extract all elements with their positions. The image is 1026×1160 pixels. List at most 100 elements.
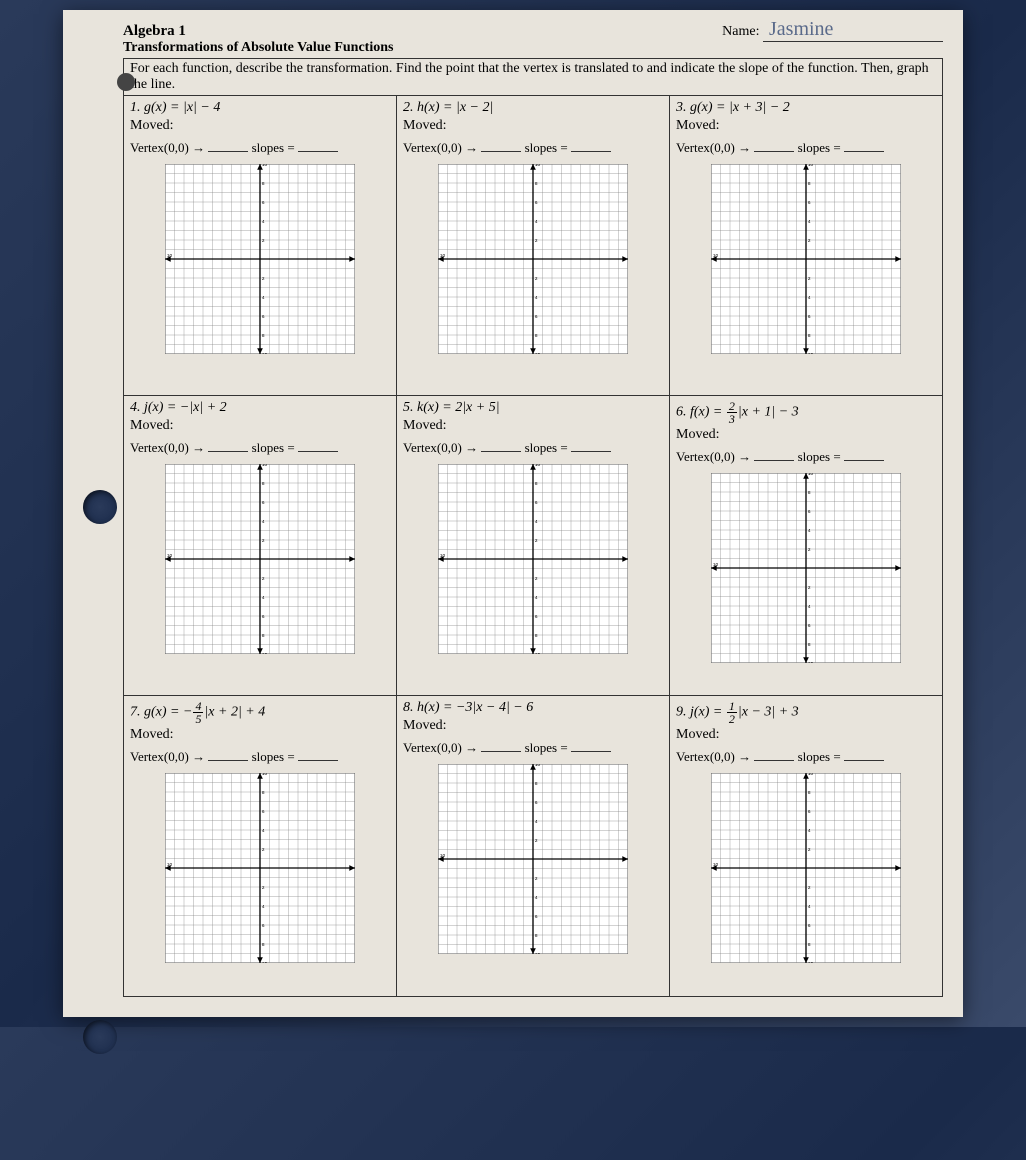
svg-text:4: 4 (808, 604, 811, 610)
moved-label: Moved: (403, 118, 663, 134)
svg-text:6: 6 (535, 500, 538, 506)
vertex-line: Vertex(0,0) → slopes = (130, 749, 390, 765)
moved-label: Moved: (676, 427, 936, 443)
svg-text:4: 4 (262, 219, 265, 225)
problem-cell: 8. h(x) = −3|x − 4| − 6 Moved: Vertex(0,… (397, 696, 670, 996)
svg-text:8: 8 (535, 333, 538, 339)
worksheet-table: For each function, describe the transfor… (123, 58, 943, 997)
svg-text:10: 10 (440, 853, 446, 859)
svg-text:10: 10 (808, 661, 814, 663)
svg-text:4: 4 (808, 219, 811, 225)
svg-text:10: 10 (713, 253, 719, 259)
svg-text:6: 6 (262, 500, 265, 506)
svg-text:2: 2 (535, 838, 538, 844)
svg-text:6: 6 (535, 200, 538, 206)
svg-text:8: 8 (262, 481, 265, 487)
svg-text:8: 8 (808, 181, 811, 187)
svg-text:4: 4 (262, 519, 265, 525)
graph: 22446688101010 (403, 764, 663, 954)
problem-cell: 4. j(x) = −|x| + 2 Moved: Vertex(0,0) → … (124, 396, 397, 696)
worksheet-title: Transformations of Absolute Value Functi… (123, 40, 393, 56)
svg-text:6: 6 (262, 923, 265, 929)
svg-text:10: 10 (535, 952, 541, 954)
svg-text:2: 2 (808, 585, 811, 591)
svg-text:2: 2 (535, 876, 538, 882)
svg-text:10: 10 (535, 764, 541, 768)
graph: 22446688101010 (130, 164, 390, 354)
svg-text:8: 8 (535, 481, 538, 487)
svg-text:8: 8 (262, 942, 265, 948)
moved-label: Moved: (403, 718, 663, 734)
svg-text:8: 8 (535, 933, 538, 939)
svg-text:2: 2 (535, 576, 538, 582)
name-field: Name: Jasmine (722, 18, 943, 42)
problem-cell: 5. k(x) = 2|x + 5| Moved: Vertex(0,0) → … (397, 396, 670, 696)
svg-text:10: 10 (713, 862, 719, 868)
svg-text:6: 6 (808, 809, 811, 815)
svg-text:10: 10 (713, 562, 719, 568)
moved-label: Moved: (676, 727, 936, 743)
svg-text:10: 10 (808, 961, 814, 963)
svg-text:4: 4 (535, 219, 538, 225)
svg-text:6: 6 (808, 623, 811, 629)
equation: 4. j(x) = −|x| + 2 (130, 400, 390, 416)
svg-text:6: 6 (262, 809, 265, 815)
svg-text:10: 10 (167, 553, 173, 559)
svg-text:4: 4 (535, 595, 538, 601)
svg-text:10: 10 (808, 773, 814, 777)
svg-text:10: 10 (262, 352, 268, 354)
svg-text:10: 10 (535, 652, 541, 654)
vertex-line: Vertex(0,0) → slopes = (403, 740, 663, 756)
svg-text:6: 6 (808, 923, 811, 929)
svg-text:10: 10 (440, 553, 446, 559)
svg-text:8: 8 (535, 181, 538, 187)
vertex-line: Vertex(0,0) → slopes = (403, 140, 663, 156)
problem-cell: 1. g(x) = |x| − 4 Moved: Vertex(0,0) → s… (124, 96, 397, 396)
svg-text:10: 10 (535, 464, 541, 468)
equation: 7. g(x) = −45|x + 2| + 4 (130, 700, 390, 725)
svg-text:8: 8 (808, 790, 811, 796)
svg-text:10: 10 (440, 253, 446, 259)
equation: 8. h(x) = −3|x − 4| − 6 (403, 700, 663, 716)
svg-text:2: 2 (262, 276, 265, 282)
vertex-line: Vertex(0,0) → slopes = (676, 449, 936, 465)
punch-hole (83, 1020, 117, 1054)
svg-text:2: 2 (808, 847, 811, 853)
svg-text:6: 6 (808, 200, 811, 206)
vertex-line: Vertex(0,0) → slopes = (676, 749, 936, 765)
svg-text:2: 2 (535, 238, 538, 244)
name-label: Name: (722, 24, 759, 39)
svg-text:4: 4 (535, 895, 538, 901)
svg-text:10: 10 (262, 773, 268, 777)
svg-text:4: 4 (535, 295, 538, 301)
svg-text:6: 6 (262, 314, 265, 320)
svg-text:8: 8 (808, 942, 811, 948)
svg-text:4: 4 (535, 519, 538, 525)
graph: 22446688101010 (403, 464, 663, 654)
svg-text:8: 8 (535, 781, 538, 787)
svg-text:4: 4 (262, 295, 265, 301)
punch-hole (83, 490, 117, 524)
svg-text:10: 10 (167, 253, 173, 259)
student-name: Jasmine (763, 18, 943, 42)
svg-text:8: 8 (808, 642, 811, 648)
problem-cell: 6. f(x) = 23|x + 1| − 3 Moved: Vertex(0,… (670, 396, 942, 696)
svg-text:2: 2 (808, 276, 811, 282)
svg-text:4: 4 (262, 828, 265, 834)
svg-text:10: 10 (262, 961, 268, 963)
svg-text:2: 2 (262, 885, 265, 891)
vertex-line: Vertex(0,0) → slopes = (403, 440, 663, 456)
vertex-line: Vertex(0,0) → slopes = (130, 140, 390, 156)
equation: 9. j(x) = 12|x − 3| + 3 (676, 700, 936, 725)
svg-text:2: 2 (808, 547, 811, 553)
svg-text:4: 4 (808, 828, 811, 834)
svg-text:4: 4 (808, 904, 811, 910)
svg-text:8: 8 (262, 181, 265, 187)
graph: 22446688101010 (676, 164, 936, 354)
svg-text:8: 8 (535, 633, 538, 639)
svg-text:2: 2 (808, 885, 811, 891)
equation: 3. g(x) = |x + 3| − 2 (676, 100, 936, 116)
problem-cell: 2. h(x) = |x − 2| Moved: Vertex(0,0) → s… (397, 96, 670, 396)
svg-text:6: 6 (808, 314, 811, 320)
graph: 22446688101010 (676, 473, 936, 663)
